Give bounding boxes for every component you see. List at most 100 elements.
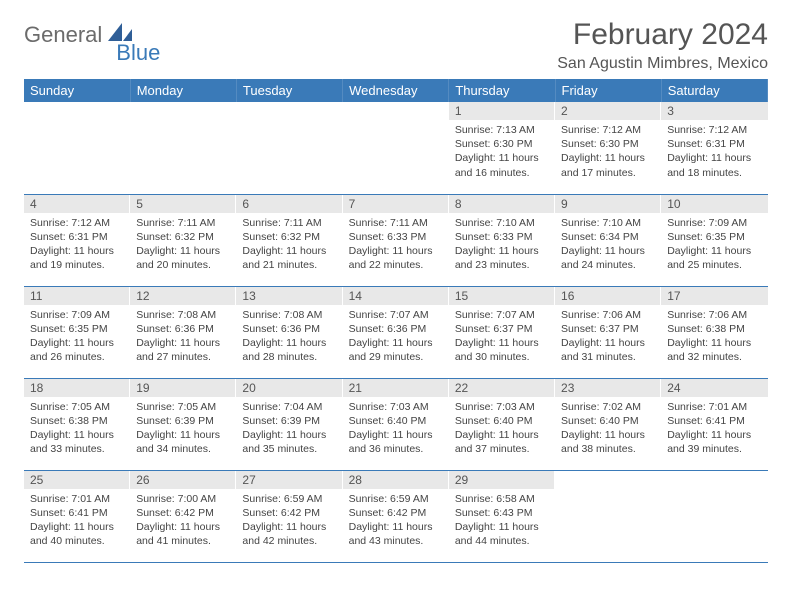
- sunrise-text: Sunrise: 7:12 AM: [30, 216, 124, 230]
- calendar-cell: [343, 102, 449, 194]
- day-of-week-row: Sunday Monday Tuesday Wednesday Thursday…: [24, 79, 768, 102]
- calendar-cell: 2Sunrise: 7:12 AMSunset: 6:30 PMDaylight…: [555, 102, 661, 194]
- sunset-text: Sunset: 6:41 PM: [667, 414, 761, 428]
- month-title: February 2024: [557, 18, 768, 51]
- calendar-cell: 8Sunrise: 7:10 AMSunset: 6:33 PMDaylight…: [449, 194, 555, 286]
- calendar-cell: 5Sunrise: 7:11 AMSunset: 6:32 PMDaylight…: [130, 194, 236, 286]
- day-details: Sunrise: 7:08 AMSunset: 6:36 PMDaylight:…: [236, 305, 342, 368]
- day-number: 24: [661, 379, 767, 397]
- day-details: Sunrise: 7:01 AMSunset: 6:41 PMDaylight:…: [24, 489, 130, 552]
- calendar-cell: 20Sunrise: 7:04 AMSunset: 6:39 PMDayligh…: [236, 378, 342, 470]
- day-number: 17: [661, 287, 767, 305]
- calendar-body: 1Sunrise: 7:13 AMSunset: 6:30 PMDaylight…: [24, 102, 768, 562]
- daylight-text: Daylight: 11 hours and 33 minutes.: [30, 428, 124, 456]
- sunset-text: Sunset: 6:35 PM: [30, 322, 124, 336]
- sunset-text: Sunset: 6:33 PM: [455, 230, 549, 244]
- sunset-text: Sunset: 6:39 PM: [136, 414, 230, 428]
- dow-friday: Friday: [555, 79, 661, 102]
- daylight-text: Daylight: 11 hours and 43 minutes.: [349, 520, 443, 548]
- sunrise-text: Sunrise: 6:59 AM: [242, 492, 336, 506]
- day-details: Sunrise: 7:11 AMSunset: 6:33 PMDaylight:…: [343, 213, 449, 276]
- calendar-cell: 3Sunrise: 7:12 AMSunset: 6:31 PMDaylight…: [661, 102, 767, 194]
- calendar-cell: 13Sunrise: 7:08 AMSunset: 6:36 PMDayligh…: [236, 286, 342, 378]
- calendar-cell: 23Sunrise: 7:02 AMSunset: 6:40 PMDayligh…: [555, 378, 661, 470]
- sunrise-text: Sunrise: 7:11 AM: [349, 216, 443, 230]
- day-details: Sunrise: 7:00 AMSunset: 6:42 PMDaylight:…: [130, 489, 236, 552]
- sunset-text: Sunset: 6:42 PM: [242, 506, 336, 520]
- day-number: 16: [555, 287, 661, 305]
- day-details: Sunrise: 6:58 AMSunset: 6:43 PMDaylight:…: [449, 489, 555, 552]
- sunset-text: Sunset: 6:40 PM: [349, 414, 443, 428]
- day-number: 7: [343, 195, 449, 213]
- day-details: Sunrise: 6:59 AMSunset: 6:42 PMDaylight:…: [343, 489, 449, 552]
- calendar-row: 25Sunrise: 7:01 AMSunset: 6:41 PMDayligh…: [24, 470, 768, 562]
- sunset-text: Sunset: 6:30 PM: [455, 137, 549, 151]
- day-number: 20: [236, 379, 342, 397]
- daylight-text: Daylight: 11 hours and 44 minutes.: [455, 520, 549, 548]
- sunrise-text: Sunrise: 7:09 AM: [30, 308, 124, 322]
- calendar-cell: 29Sunrise: 6:58 AMSunset: 6:43 PMDayligh…: [449, 470, 555, 562]
- day-number: 4: [24, 195, 130, 213]
- daylight-text: Daylight: 11 hours and 30 minutes.: [455, 336, 549, 364]
- calendar-row: 4Sunrise: 7:12 AMSunset: 6:31 PMDaylight…: [24, 194, 768, 286]
- daylight-text: Daylight: 11 hours and 42 minutes.: [242, 520, 336, 548]
- sunrise-text: Sunrise: 7:08 AM: [136, 308, 230, 322]
- sunrise-text: Sunrise: 7:02 AM: [561, 400, 655, 414]
- sunrise-text: Sunrise: 7:08 AM: [242, 308, 336, 322]
- location-label: San Agustin Mimbres, Mexico: [557, 55, 768, 73]
- header: General Blue February 2024 San Agustin M…: [24, 18, 768, 73]
- day-details: Sunrise: 7:09 AMSunset: 6:35 PMDaylight:…: [24, 305, 130, 368]
- sunset-text: Sunset: 6:37 PM: [455, 322, 549, 336]
- calendar-cell: 28Sunrise: 6:59 AMSunset: 6:42 PMDayligh…: [343, 470, 449, 562]
- calendar-cell: 6Sunrise: 7:11 AMSunset: 6:32 PMDaylight…: [236, 194, 342, 286]
- day-number: 21: [343, 379, 449, 397]
- sunrise-text: Sunrise: 7:13 AM: [455, 123, 549, 137]
- daylight-text: Daylight: 11 hours and 25 minutes.: [667, 244, 761, 272]
- day-number: 15: [449, 287, 555, 305]
- day-details: Sunrise: 7:09 AMSunset: 6:35 PMDaylight:…: [661, 213, 767, 276]
- day-details: Sunrise: 7:12 AMSunset: 6:30 PMDaylight:…: [555, 120, 661, 183]
- sunset-text: Sunset: 6:32 PM: [136, 230, 230, 244]
- day-details: Sunrise: 7:11 AMSunset: 6:32 PMDaylight:…: [130, 213, 236, 276]
- calendar-row: 18Sunrise: 7:05 AMSunset: 6:38 PMDayligh…: [24, 378, 768, 470]
- calendar-cell: 14Sunrise: 7:07 AMSunset: 6:36 PMDayligh…: [343, 286, 449, 378]
- day-details: Sunrise: 7:12 AMSunset: 6:31 PMDaylight:…: [24, 213, 130, 276]
- sunrise-text: Sunrise: 7:12 AM: [561, 123, 655, 137]
- dow-tuesday: Tuesday: [236, 79, 342, 102]
- day-details: Sunrise: 7:03 AMSunset: 6:40 PMDaylight:…: [343, 397, 449, 460]
- day-number: 6: [236, 195, 342, 213]
- day-details: Sunrise: 7:05 AMSunset: 6:38 PMDaylight:…: [24, 397, 130, 460]
- daylight-text: Daylight: 11 hours and 28 minutes.: [242, 336, 336, 364]
- daylight-text: Daylight: 11 hours and 37 minutes.: [455, 428, 549, 456]
- calendar-cell: 22Sunrise: 7:03 AMSunset: 6:40 PMDayligh…: [449, 378, 555, 470]
- calendar-cell: 10Sunrise: 7:09 AMSunset: 6:35 PMDayligh…: [661, 194, 767, 286]
- sunrise-text: Sunrise: 7:06 AM: [667, 308, 761, 322]
- day-number: 27: [236, 471, 342, 489]
- sunrise-text: Sunrise: 7:04 AM: [242, 400, 336, 414]
- daylight-text: Daylight: 11 hours and 34 minutes.: [136, 428, 230, 456]
- calendar-cell: 7Sunrise: 7:11 AMSunset: 6:33 PMDaylight…: [343, 194, 449, 286]
- calendar-cell: 17Sunrise: 7:06 AMSunset: 6:38 PMDayligh…: [661, 286, 767, 378]
- calendar-cell: 19Sunrise: 7:05 AMSunset: 6:39 PMDayligh…: [130, 378, 236, 470]
- dow-monday: Monday: [130, 79, 236, 102]
- sunset-text: Sunset: 6:41 PM: [30, 506, 124, 520]
- daylight-text: Daylight: 11 hours and 38 minutes.: [561, 428, 655, 456]
- sunset-text: Sunset: 6:42 PM: [136, 506, 230, 520]
- daylight-text: Daylight: 11 hours and 18 minutes.: [667, 151, 761, 179]
- day-details: Sunrise: 7:08 AMSunset: 6:36 PMDaylight:…: [130, 305, 236, 368]
- sunrise-text: Sunrise: 7:03 AM: [455, 400, 549, 414]
- day-number: 13: [236, 287, 342, 305]
- calendar-cell: 12Sunrise: 7:08 AMSunset: 6:36 PMDayligh…: [130, 286, 236, 378]
- day-number: 26: [130, 471, 236, 489]
- calendar-cell: [130, 102, 236, 194]
- daylight-text: Daylight: 11 hours and 31 minutes.: [561, 336, 655, 364]
- sunset-text: Sunset: 6:43 PM: [455, 506, 549, 520]
- day-details: Sunrise: 7:06 AMSunset: 6:38 PMDaylight:…: [661, 305, 767, 368]
- sunset-text: Sunset: 6:35 PM: [667, 230, 761, 244]
- day-number: 2: [555, 102, 661, 120]
- day-number: 25: [24, 471, 130, 489]
- calendar-table: Sunday Monday Tuesday Wednesday Thursday…: [24, 79, 768, 563]
- daylight-text: Daylight: 11 hours and 29 minutes.: [349, 336, 443, 364]
- day-number: 14: [343, 287, 449, 305]
- calendar-cell: 25Sunrise: 7:01 AMSunset: 6:41 PMDayligh…: [24, 470, 130, 562]
